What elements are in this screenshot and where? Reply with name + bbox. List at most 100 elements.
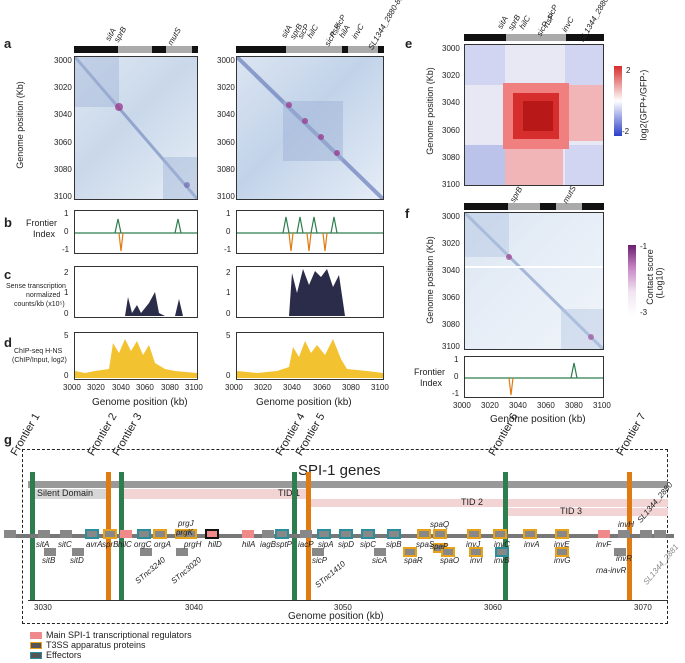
- gene-glyph: [640, 530, 652, 538]
- gene-glyph: [374, 548, 386, 556]
- legend-swatch-effectors: [30, 652, 42, 659]
- e-ytick-5: 3100: [442, 180, 460, 189]
- chip-label-1: ChIP-seq H-NS: [14, 348, 63, 355]
- g-tid1: [120, 489, 306, 499]
- g-gene-invR: invR: [616, 554, 633, 563]
- g-xtick-1: 3040: [185, 603, 203, 612]
- panel-label-d: d: [4, 335, 12, 350]
- g-silent-domain-label: Silent Domain: [37, 488, 94, 498]
- legend-label-effectors: Effectors: [46, 650, 82, 660]
- gene-glyph: [44, 548, 56, 556]
- frontier-label-line1: Frontier: [26, 218, 58, 228]
- f-gene-label-1: mutS: [560, 184, 578, 205]
- chip-track-right: [236, 332, 384, 380]
- g-silent-domain: [32, 489, 110, 499]
- gene-glyph: [495, 547, 509, 557]
- track-xtick-r-0: 3000: [225, 383, 243, 392]
- chip-ytick-r-1: 0: [226, 371, 231, 380]
- frontier-ytick-r-1: 0: [226, 227, 231, 236]
- f-gene-label-0: sprB: [508, 185, 525, 204]
- g-tid3: [506, 508, 668, 516]
- g-gene-avrA: avrA: [86, 540, 103, 549]
- contact-map-f: [464, 212, 604, 350]
- f-ytick-1: 3020: [442, 239, 460, 248]
- g-gene-invE: invE: [554, 540, 570, 549]
- hic-ytick-4: 3080: [54, 165, 72, 174]
- hic-map-right: [236, 56, 384, 200]
- g-tid2: [306, 499, 668, 507]
- e-colorbar: [614, 66, 622, 136]
- f-frontier-ytick-1: 0: [454, 372, 459, 381]
- legend-swatch-regulators: [30, 632, 42, 639]
- frontier-track-right: [236, 210, 384, 254]
- e-colorbar-label: log2(GFP+/GFP-): [638, 69, 649, 141]
- sense-label-3: counts/kb (x10⁵): [14, 301, 65, 308]
- g-gene-sipC: sipC: [360, 540, 377, 549]
- gene-glyph: [60, 530, 72, 538]
- track-xlabel-left: Genome position (kb): [92, 397, 188, 408]
- g-gene-hilC: hilC: [118, 540, 132, 549]
- gene-glyph: [614, 548, 626, 556]
- f-ytick-2: 3040: [442, 266, 460, 275]
- f-ytick-5: 3100: [442, 342, 460, 351]
- gene-glyph: [555, 529, 569, 539]
- f-ytick-3: 3060: [442, 293, 460, 302]
- gene-glyph: [4, 530, 16, 538]
- f-colorbar: [628, 245, 636, 315]
- g-tid2-label: TID 2: [461, 497, 484, 507]
- sense-track-left: [74, 266, 198, 318]
- e-ylabel: Genome position (Kb): [424, 67, 435, 155]
- gene-glyph: [523, 529, 537, 539]
- gene-glyph: [262, 530, 274, 538]
- gene-glyph: [137, 529, 151, 539]
- g-gene-sicP: sicP: [312, 556, 328, 565]
- gene-label-right-7: invC: [350, 22, 366, 41]
- g-xtick-0: 3030: [34, 603, 52, 612]
- g-xlabel: Genome position (kb): [288, 611, 384, 622]
- g-gene-spaO: spaO: [440, 556, 460, 565]
- hic-ytick-3: 3060: [54, 138, 72, 147]
- sense-ytick-l-2: 0: [64, 309, 69, 318]
- hic-r-ytick-5: 3100: [217, 192, 235, 201]
- panel-label-c: c: [4, 267, 12, 282]
- g-gene-sptP: sptP: [276, 540, 293, 549]
- hic-map-left: [74, 56, 198, 200]
- g-gene-sipA: sipA: [318, 540, 334, 549]
- sense-label-1: Sense transcription: [6, 283, 66, 290]
- gene-glyph: [275, 529, 289, 539]
- hic-r-ytick-3: 3060: [217, 138, 235, 147]
- hic-ylabel: Genome position (Kb): [14, 81, 25, 169]
- frontier-ytick-l-2: -1: [62, 245, 70, 254]
- gene-glyph: [361, 529, 375, 539]
- sense-ytick-r-2: 0: [226, 309, 231, 318]
- track-xtick-r-4: 3080: [342, 383, 360, 392]
- f-ylabel: Genome position (Kb): [424, 236, 435, 324]
- g-title: SPI-1 genes: [298, 462, 381, 479]
- sense-ytick-r-1: 1: [226, 288, 231, 297]
- log2-map-e: [464, 44, 604, 186]
- g-xtick-2: 3050: [334, 603, 352, 612]
- g-gene-orgA: orgA: [154, 540, 171, 549]
- gene-bar-right: [236, 46, 384, 53]
- g-gene-orgC: orgC: [134, 540, 152, 549]
- g-tid3-label: TID 3: [560, 506, 583, 516]
- f-scale-1: -3: [640, 308, 648, 317]
- g-gene-sitA: sitA: [36, 540, 50, 549]
- f-xlabel: Genome position (kb): [490, 414, 586, 425]
- gene-glyph: [205, 529, 219, 539]
- panel-label-e: e: [405, 36, 413, 51]
- g-gene-sitB: sitB: [42, 556, 56, 565]
- e-ytick-4: 3080: [442, 153, 460, 162]
- g-gene-invG: invG: [554, 556, 571, 565]
- gene-glyph: [300, 530, 312, 538]
- g-gene-spaP: spaP: [430, 542, 449, 551]
- gene-glyph: [433, 529, 447, 539]
- gene-glyph: [555, 547, 569, 557]
- legend-label-regulators: Main SPI-1 transcriptional regulators: [46, 630, 192, 640]
- g-gene-spaR: spaR: [404, 556, 423, 565]
- gene-label-left-2: mutS: [165, 26, 183, 47]
- gene-glyph: [153, 529, 167, 539]
- gene-glyph: [85, 529, 99, 539]
- panel-label-f: f: [405, 206, 410, 221]
- gene-glyph: [417, 529, 431, 539]
